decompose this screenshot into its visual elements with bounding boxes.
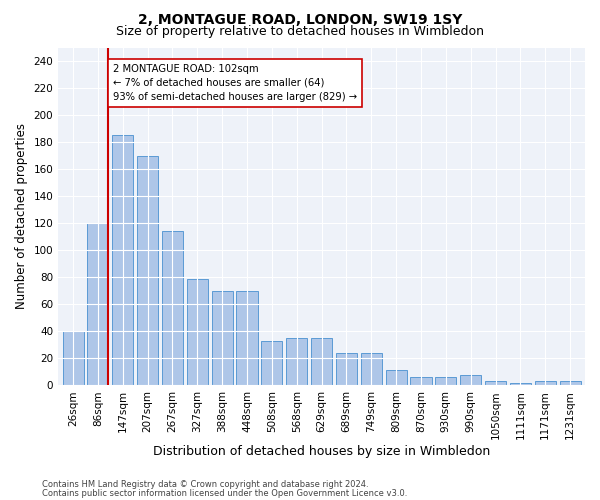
Bar (361, 353, 382, 386)
Bar (485, 382, 506, 386)
Text: 2, MONTAGUE ROAD, LONDON, SW19 1SY: 2, MONTAGUE ROAD, LONDON, SW19 1SY (138, 12, 462, 26)
Bar (410, 377, 431, 386)
X-axis label: Distribution of detached houses by size in Wimbledon: Distribution of detached houses by size … (153, 444, 490, 458)
Bar (112, 136, 133, 386)
Bar (435, 377, 457, 386)
Bar (187, 278, 208, 386)
Bar (311, 338, 332, 386)
Bar (336, 353, 357, 386)
Bar (262, 340, 283, 386)
Text: Size of property relative to detached houses in Wimbledon: Size of property relative to detached ho… (116, 25, 484, 38)
Bar (236, 290, 257, 386)
Bar (535, 382, 556, 386)
Y-axis label: Number of detached properties: Number of detached properties (15, 124, 28, 310)
Bar (137, 156, 158, 386)
Bar (286, 338, 307, 386)
Bar (460, 374, 481, 386)
Text: Contains HM Land Registry data © Crown copyright and database right 2024.: Contains HM Land Registry data © Crown c… (42, 480, 368, 489)
Text: 2 MONTAGUE ROAD: 102sqm
← 7% of detached houses are smaller (64)
93% of semi-det: 2 MONTAGUE ROAD: 102sqm ← 7% of detached… (113, 64, 357, 102)
Bar (162, 232, 183, 386)
Bar (510, 382, 531, 386)
Text: Contains public sector information licensed under the Open Government Licence v3: Contains public sector information licen… (42, 488, 407, 498)
Bar (88, 223, 109, 386)
Bar (62, 332, 83, 386)
Bar (560, 382, 581, 386)
Bar (386, 370, 407, 386)
Bar (212, 290, 233, 386)
